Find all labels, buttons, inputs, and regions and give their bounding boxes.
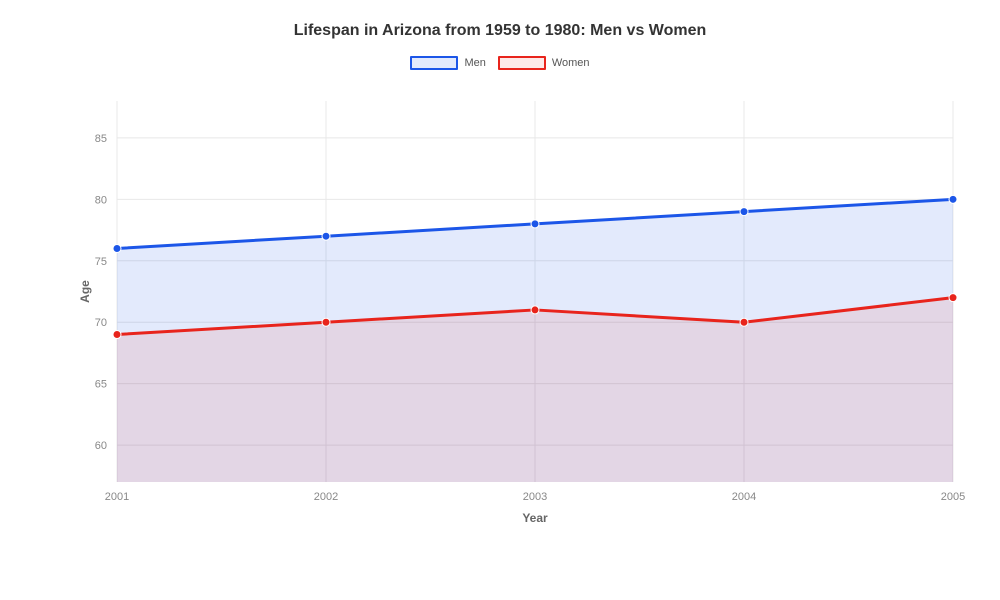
y-tick-label: 80 [95, 194, 107, 206]
legend: Men Women [0, 56, 1000, 70]
marker-men [322, 232, 330, 240]
y-tick-label: 65 [95, 379, 107, 391]
marker-women [740, 318, 748, 326]
marker-women [531, 306, 539, 314]
legend-item-men: Men [410, 56, 485, 70]
y-tick-label: 75 [95, 256, 107, 268]
x-tick-label: 2005 [941, 491, 965, 503]
marker-women [949, 294, 957, 302]
legend-swatch-women [498, 56, 546, 70]
legend-label-men: Men [464, 57, 485, 69]
legend-item-women: Women [498, 56, 590, 70]
x-tick-label: 2003 [523, 491, 547, 503]
marker-men [949, 195, 957, 203]
plot-area: 60 65 70 75 80 85 2001 2002 2003 2004 2005 Year Age [75, 95, 965, 530]
chart-svg: 60 65 70 75 80 85 2001 2002 2003 2004 2005 Year Age [75, 95, 965, 530]
marker-women [322, 318, 330, 326]
x-tick-label: 2002 [314, 491, 338, 503]
marker-men [113, 244, 121, 252]
x-tick-label: 2004 [732, 491, 756, 503]
y-tick-label: 70 [95, 317, 107, 329]
x-tick-label: 2001 [105, 491, 129, 503]
x-axis-label: Year [522, 511, 548, 525]
y-axis-label: Age [78, 280, 92, 303]
y-tick-label: 85 [95, 133, 107, 145]
legend-label-women: Women [552, 57, 590, 69]
legend-swatch-men [410, 56, 458, 70]
marker-men [531, 220, 539, 228]
marker-men [740, 208, 748, 216]
marker-women [113, 331, 121, 339]
chart-title: Lifespan in Arizona from 1959 to 1980: M… [0, 0, 1000, 40]
chart-container: Lifespan in Arizona from 1959 to 1980: M… [0, 0, 1000, 600]
y-tick-label: 60 [95, 440, 107, 452]
